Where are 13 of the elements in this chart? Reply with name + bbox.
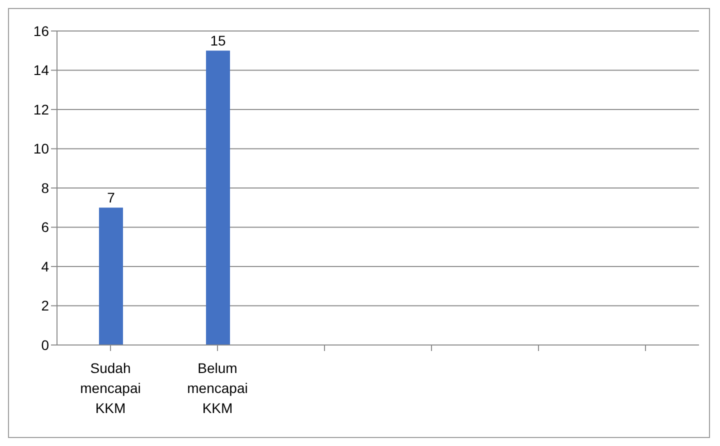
y-tick-label: 10 bbox=[33, 140, 50, 157]
y-tick-label: 4 bbox=[41, 258, 50, 274]
y-tick-label: 2 bbox=[41, 298, 50, 314]
y-tick-label: 6 bbox=[41, 219, 50, 236]
x-tick-label: Sudah mencapai KKM bbox=[80, 360, 141, 416]
y-tick-label: 12 bbox=[33, 101, 50, 118]
y-tick-label: 14 bbox=[33, 62, 50, 78]
y-tick-label: 0 bbox=[41, 336, 50, 353]
y-tick-label: 16 bbox=[33, 22, 50, 39]
data-label: 7 bbox=[107, 190, 116, 206]
y-tick-label: 8 bbox=[41, 180, 50, 196]
x-tick-label: Belum mencapai KKM bbox=[187, 360, 248, 416]
data-label: 15 bbox=[210, 32, 226, 49]
